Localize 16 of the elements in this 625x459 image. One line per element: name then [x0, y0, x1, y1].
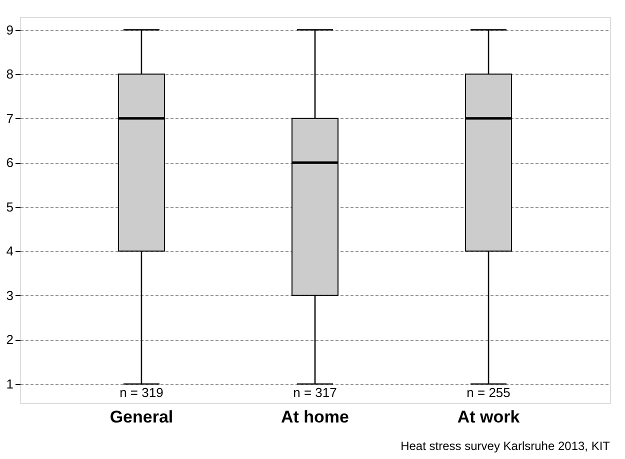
y-tick-label: 3: [6, 288, 14, 303]
y-tick-label: 9: [6, 22, 14, 38]
y-tick-label: 4: [6, 244, 14, 259]
x-tick-label: At work: [457, 408, 520, 426]
y-tick-label: 7: [6, 110, 14, 126]
x-tick-label: General: [110, 408, 174, 426]
x-tick-label: At home: [281, 408, 349, 426]
y-tick-label: 8: [6, 66, 14, 82]
y-tick-label: 1: [6, 376, 14, 392]
y-tick-label: 2: [6, 332, 14, 348]
text: Heat stress survey Karlsruhe 2013, KIT: [400, 439, 611, 453]
y-tick-label: 5: [6, 199, 14, 214]
annotation: n = 317: [293, 384, 337, 400]
y-tick-label: 6: [6, 155, 14, 170]
annotation: n = 319: [120, 384, 164, 400]
annotation: n = 255: [466, 384, 510, 400]
